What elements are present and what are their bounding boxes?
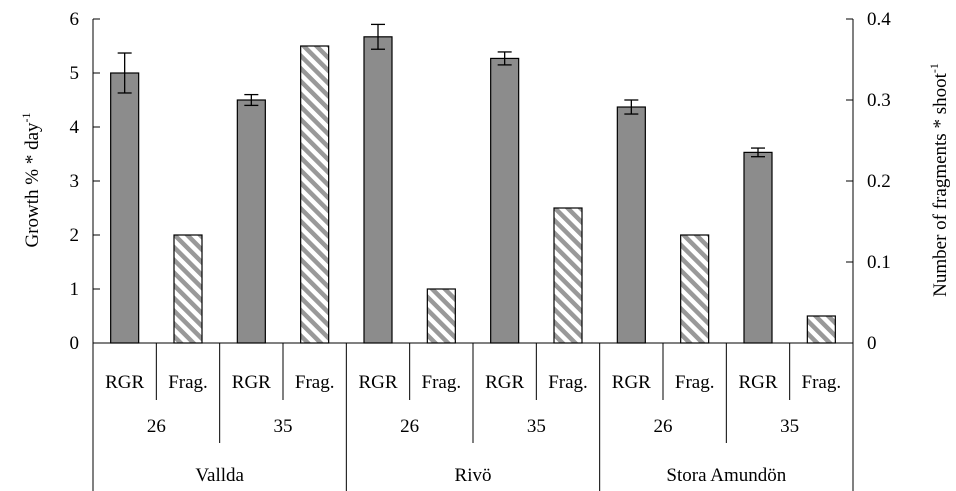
bar-rgr <box>743 151 773 344</box>
bar-category-label: RGR <box>738 372 777 393</box>
bar-rgr <box>363 36 393 344</box>
bar-rgr <box>110 72 140 344</box>
right-y-axis: 0 0.1 0.2 0.3 0.4 <box>846 9 891 354</box>
bar-frag <box>553 207 583 344</box>
left-tick-label: 4 <box>70 117 80 138</box>
bar-frag <box>173 234 203 344</box>
bar-frag <box>806 315 836 344</box>
right-tick-label: 0 <box>867 333 877 354</box>
site-label: Stora Amundön <box>666 465 786 486</box>
bar-frag <box>300 45 330 344</box>
bar-frag <box>426 288 456 344</box>
bar-category-label: Frag. <box>548 372 588 393</box>
bar-frag <box>680 234 710 344</box>
bar-category-label: Frag. <box>675 372 715 393</box>
depth-label: 35 <box>274 416 293 437</box>
right-y-axis-label: Number of fragments * shoot-1 <box>927 63 951 297</box>
bar-rgr <box>490 57 520 344</box>
site-label: Vallda <box>195 465 244 486</box>
bar-category-label: RGR <box>612 372 651 393</box>
bars-group <box>110 23 836 344</box>
bar-category-label: RGR <box>105 372 144 393</box>
bar-category-label: RGR <box>485 372 524 393</box>
right-tick-label: 0.1 <box>867 252 891 273</box>
bar-rgr <box>616 106 646 344</box>
left-y-axis-label: Growth % * day-1 <box>19 112 43 247</box>
left-tick-label: 0 <box>70 333 80 354</box>
left-tick-label: 3 <box>70 171 80 192</box>
left-tick-label: 2 <box>70 225 80 246</box>
depth-label: 35 <box>527 416 546 437</box>
depth-label: 26 <box>147 416 166 437</box>
depth-label: 26 <box>654 416 673 437</box>
site-label: Rivö <box>455 465 492 486</box>
bar-rgr <box>236 99 266 344</box>
depth-label: 35 <box>780 416 799 437</box>
right-tick-label: 0.2 <box>867 171 891 192</box>
bar-category-label: RGR <box>358 372 397 393</box>
left-tick-label: 5 <box>70 63 80 84</box>
left-y-axis: 0 1 2 3 4 5 6 <box>70 9 100 354</box>
right-tick-label: 0.4 <box>867 9 891 30</box>
bar-category-label: Frag. <box>422 372 462 393</box>
bar-category-label: RGR <box>232 372 271 393</box>
category-axis: RGR Frag. RGR Frag. RGR Frag. RGR Frag. RGR Frag.… <box>92 342 854 491</box>
left-tick-label: 1 <box>70 279 80 300</box>
bar-category-label: Frag. <box>168 372 208 393</box>
right-tick-label: 0.3 <box>867 90 891 111</box>
bar-category-label: Frag. <box>802 372 842 393</box>
bar-category-label: Frag. <box>295 372 335 393</box>
left-tick-label: 6 <box>70 9 80 30</box>
depth-label: 26 <box>400 416 419 437</box>
